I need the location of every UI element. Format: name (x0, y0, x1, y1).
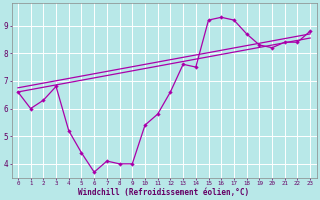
X-axis label: Windchill (Refroidissement éolien,°C): Windchill (Refroidissement éolien,°C) (78, 188, 250, 197)
